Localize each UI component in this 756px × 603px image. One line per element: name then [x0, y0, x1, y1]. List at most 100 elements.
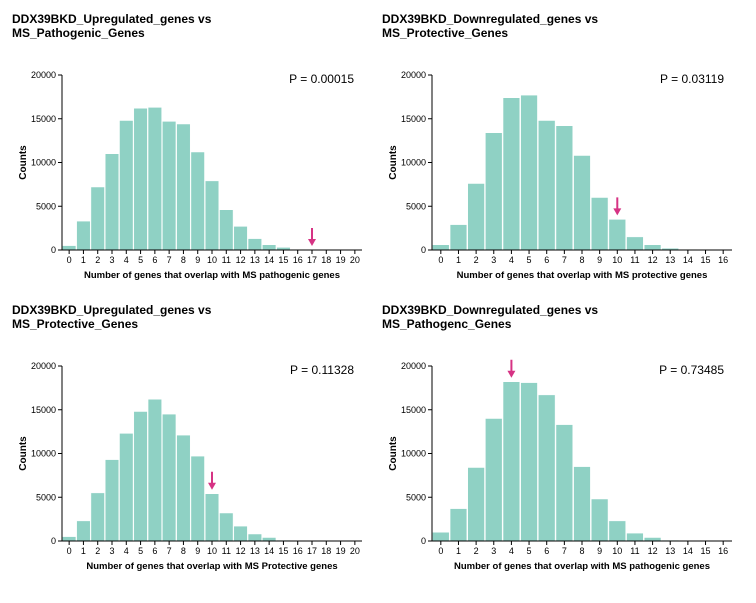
y-tick-label: 20000	[401, 70, 426, 80]
arrow-head-icon	[208, 482, 216, 489]
y-tick-label: 20000	[31, 70, 56, 80]
panel-4-chart: 0500010000150002000001234567891011121314…	[382, 336, 744, 586]
x-tick-label: 0	[67, 255, 72, 265]
histogram-bar	[521, 382, 538, 540]
x-tick-label: 14	[264, 255, 274, 265]
x-tick-label: 5	[527, 255, 532, 265]
x-tick-label: 11	[222, 255, 231, 265]
x-tick-label: 5	[138, 546, 143, 556]
x-tick-label: 8	[181, 546, 186, 556]
x-tick-label: 16	[293, 255, 303, 265]
histogram-bar	[91, 187, 105, 250]
histogram-bar	[177, 124, 191, 250]
panel-2-title: DDX39BKD_Downregulated_genes vs MS_Prote…	[382, 12, 744, 41]
histogram-bar	[177, 435, 191, 541]
histogram-bar	[485, 133, 502, 250]
histogram-bar	[134, 411, 148, 541]
y-tick-label: 5000	[36, 201, 56, 211]
p-value-text: P = 0.03119	[660, 72, 724, 86]
x-tick-label: 16	[293, 546, 303, 556]
x-axis-label: Number of genes that overlap with MS pro…	[457, 270, 708, 281]
x-tick-label: 17	[307, 255, 317, 265]
x-tick-label: 13	[665, 255, 675, 265]
x-axis-label: Number of genes that overlap with MS Pro…	[86, 561, 337, 572]
x-tick-label: 10	[207, 255, 217, 265]
histogram-bar	[105, 459, 119, 540]
x-tick-label: 13	[665, 546, 675, 556]
x-tick-label: 6	[152, 546, 157, 556]
histogram-bar	[644, 537, 661, 541]
x-tick-label: 3	[109, 255, 114, 265]
y-tick-label: 0	[421, 536, 426, 546]
histogram-bar	[62, 536, 76, 540]
histogram-bar	[450, 508, 467, 540]
x-tick-label: 1	[81, 546, 86, 556]
y-tick-label: 10000	[31, 157, 56, 167]
x-tick-label: 4	[124, 255, 129, 265]
histogram-bar	[591, 499, 608, 541]
histogram-bar	[234, 526, 248, 541]
histogram-bar	[105, 154, 119, 250]
x-tick-label: 9	[195, 546, 200, 556]
x-tick-label: 14	[264, 546, 274, 556]
x-tick-label: 12	[648, 255, 658, 265]
histogram-bar	[205, 493, 219, 540]
x-tick-label: 13	[250, 546, 260, 556]
histogram-bar	[91, 492, 105, 540]
arrow-head-icon	[507, 370, 515, 377]
figure-grid: DDX39BKD_Upregulated_genes vs MS_Pathoge…	[12, 12, 744, 586]
y-tick-label: 15000	[31, 404, 56, 414]
panel-1-title: DDX39BKD_Upregulated_genes vs MS_Pathoge…	[12, 12, 374, 41]
histogram-bar	[220, 210, 234, 250]
y-tick-label: 0	[51, 245, 56, 255]
x-tick-label: 9	[597, 546, 602, 556]
histogram-bar	[574, 155, 591, 250]
histogram-bar	[556, 424, 573, 540]
y-axis-label: Counts	[18, 435, 29, 470]
y-axis-label: Counts	[388, 145, 399, 180]
histogram-bar	[120, 120, 134, 250]
histogram-bar	[120, 433, 134, 541]
x-tick-label: 2	[95, 546, 100, 556]
histogram-bar	[77, 520, 91, 540]
x-tick-label: 11	[630, 546, 639, 556]
y-tick-label: 15000	[31, 114, 56, 124]
x-tick-label: 3	[491, 546, 496, 556]
x-tick-label: 1	[456, 255, 461, 265]
x-tick-label: 18	[321, 546, 331, 556]
p-value-text: P = 0.73485	[659, 363, 724, 377]
y-tick-label: 0	[421, 245, 426, 255]
x-tick-label: 19	[336, 546, 346, 556]
x-tick-label: 5	[527, 546, 532, 556]
x-tick-label: 6	[544, 546, 549, 556]
histogram-bar	[77, 221, 91, 250]
x-tick-label: 12	[236, 255, 246, 265]
x-tick-label: 18	[321, 255, 331, 265]
histogram-bar	[432, 245, 449, 250]
x-tick-label: 0	[67, 546, 72, 556]
histogram-bar	[627, 533, 644, 541]
x-axis-label: Number of genes that overlap with MS pat…	[454, 561, 710, 572]
x-tick-label: 1	[81, 255, 86, 265]
histogram-bar	[220, 513, 234, 541]
y-tick-label: 15000	[401, 404, 426, 414]
histogram-bar	[234, 226, 248, 250]
x-tick-label: 7	[167, 255, 172, 265]
histogram-bar	[134, 108, 148, 250]
y-axis-label: Counts	[388, 435, 399, 470]
x-tick-label: 10	[207, 546, 217, 556]
x-tick-label: 16	[718, 255, 728, 265]
x-tick-label: 2	[95, 255, 100, 265]
x-tick-label: 7	[562, 546, 567, 556]
histogram-bar	[162, 121, 176, 250]
x-tick-label: 7	[562, 255, 567, 265]
y-tick-label: 0	[51, 536, 56, 546]
x-tick-label: 8	[181, 255, 186, 265]
arrow-head-icon	[308, 239, 316, 246]
x-tick-label: 0	[438, 546, 443, 556]
x-tick-label: 20	[350, 255, 360, 265]
x-tick-label: 1	[456, 546, 461, 556]
histogram-bar	[521, 95, 538, 250]
x-tick-label: 3	[109, 546, 114, 556]
y-tick-label: 5000	[36, 492, 56, 502]
